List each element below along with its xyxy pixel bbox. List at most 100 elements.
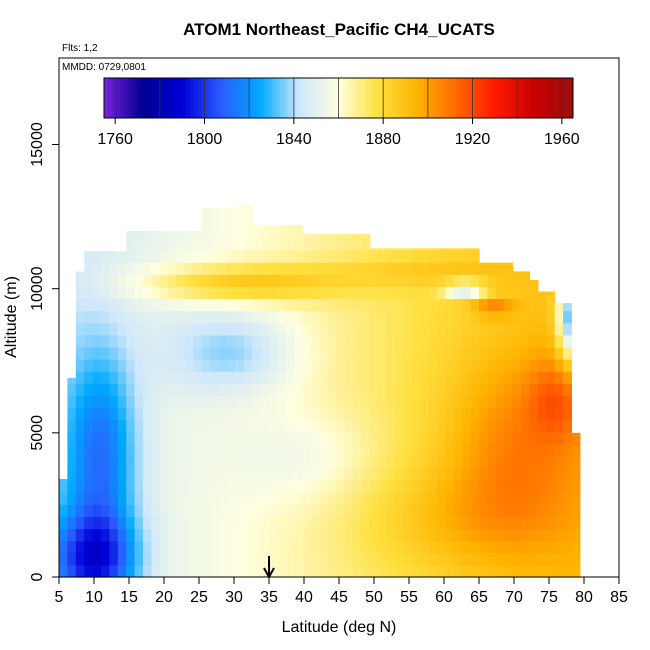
- colorbar-segment: [561, 78, 566, 118]
- heatmap-cell: [269, 334, 278, 348]
- heatmap-cell: [462, 383, 472, 396]
- heatmap-cell: [395, 248, 404, 251]
- colorbar-segment: [338, 78, 343, 118]
- heatmap-cell: [428, 492, 438, 505]
- heatmap-cell: [361, 322, 371, 336]
- heatmap-cell: [554, 552, 564, 566]
- heatmap-cell: [277, 274, 287, 287]
- heatmap-cell: [537, 480, 547, 493]
- heatmap-cell: [311, 346, 320, 360]
- y-tick-label: 10000: [29, 266, 46, 311]
- heatmap-cell: [193, 468, 203, 481]
- heatmap-cell: [369, 298, 379, 312]
- heatmap-cell: [168, 540, 178, 554]
- heatmap-cell: [235, 371, 245, 384]
- heatmap-cell: [277, 419, 287, 433]
- heatmap-cell: [529, 322, 539, 336]
- heatmap-cell: [176, 455, 186, 469]
- heatmap-cell: [269, 455, 278, 469]
- heatmap-cell: [319, 395, 329, 409]
- heatmap-cell: [453, 371, 463, 384]
- heatmap-cell: [109, 492, 119, 505]
- heatmap-cell: [159, 516, 169, 530]
- heatmap-cell: [504, 359, 514, 372]
- heatmap-cell: [554, 468, 564, 481]
- heatmap-cell: [453, 431, 463, 445]
- heatmap-cell: [521, 455, 530, 469]
- heatmap-cell: [285, 237, 295, 251]
- heatmap-cell: [336, 455, 346, 469]
- heatmap-cell: [495, 528, 505, 542]
- heatmap-cell: [294, 274, 304, 287]
- heatmap-cell: [210, 395, 220, 409]
- colorbar-segment: [123, 78, 128, 118]
- heatmap-cell: [563, 504, 572, 518]
- heatmap-cell: [344, 504, 354, 518]
- heatmap-cell: [311, 455, 320, 469]
- heatmap-cell: [479, 346, 488, 360]
- heatmap-cell: [395, 250, 404, 263]
- heatmap-cell: [386, 564, 396, 578]
- heatmap-cell: [353, 455, 362, 469]
- heatmap-cell: [109, 371, 119, 384]
- heatmap-cell: [319, 346, 329, 360]
- heatmap-cell: [554, 310, 564, 324]
- heatmap-cell: [243, 528, 253, 542]
- heatmap-cell: [260, 504, 270, 518]
- heatmap-cell: [386, 262, 396, 275]
- heatmap-cell: [302, 528, 312, 542]
- heatmap-cell: [336, 395, 346, 409]
- heatmap-cell: [546, 395, 556, 409]
- heatmap-cell: [294, 225, 304, 239]
- heatmap-cell: [84, 310, 94, 324]
- heatmap-cell: [269, 310, 278, 324]
- heatmap-cell: [185, 346, 194, 360]
- heatmap-cell: [252, 298, 262, 312]
- heatmap-cell: [361, 492, 371, 505]
- heatmap-cell: [319, 237, 329, 251]
- heatmap-cell: [411, 431, 421, 445]
- heatmap-cell: [336, 346, 346, 360]
- heatmap-cell: [151, 395, 161, 409]
- heatmap-cell: [319, 310, 329, 324]
- heatmap-cell: [109, 286, 119, 300]
- heatmap-cell: [512, 383, 522, 396]
- heatmap-cell: [75, 395, 85, 409]
- colorbar-segment: [104, 78, 109, 118]
- heatmap-cell: [134, 237, 144, 251]
- heatmap-cell: [75, 334, 85, 348]
- heatmap-cell: [168, 528, 178, 542]
- heatmap-cell: [277, 359, 287, 372]
- heatmap-cell: [126, 395, 136, 409]
- heatmap-cell: [252, 237, 262, 251]
- heatmap-cell: [294, 540, 304, 554]
- heatmap-cell: [361, 395, 371, 409]
- heatmap-cell: [126, 250, 136, 263]
- heatmap-cell: [185, 455, 194, 469]
- heatmap-cell: [537, 334, 547, 348]
- heatmap-cell: [92, 274, 102, 287]
- heatmap-cell: [201, 504, 211, 518]
- heatmap-cell: [235, 395, 245, 409]
- heatmap-cell: [185, 564, 194, 578]
- heatmap-cell: [210, 480, 220, 493]
- heatmap-cell: [336, 528, 346, 542]
- heatmap-cell: [344, 492, 354, 505]
- heatmap-cell: [311, 322, 320, 336]
- heatmap-cell: [134, 431, 144, 445]
- heatmap-cell: [285, 298, 295, 312]
- colorbar-segment: [420, 78, 425, 118]
- heatmap-cell: [176, 274, 186, 287]
- heatmap-cell: [101, 251, 110, 263]
- heatmap-cell: [420, 346, 430, 360]
- heatmap-cell: [327, 371, 337, 384]
- heatmap-cell: [235, 407, 245, 421]
- heatmap-cell: [336, 274, 346, 287]
- heatmap-cell: [285, 564, 295, 578]
- arrow-head: [263, 567, 275, 580]
- heatmap-cell: [521, 504, 530, 518]
- heatmap-cell: [168, 552, 178, 566]
- heatmap-cell: [445, 431, 455, 445]
- heatmap-cell: [563, 359, 572, 372]
- heatmap-cell: [92, 492, 102, 505]
